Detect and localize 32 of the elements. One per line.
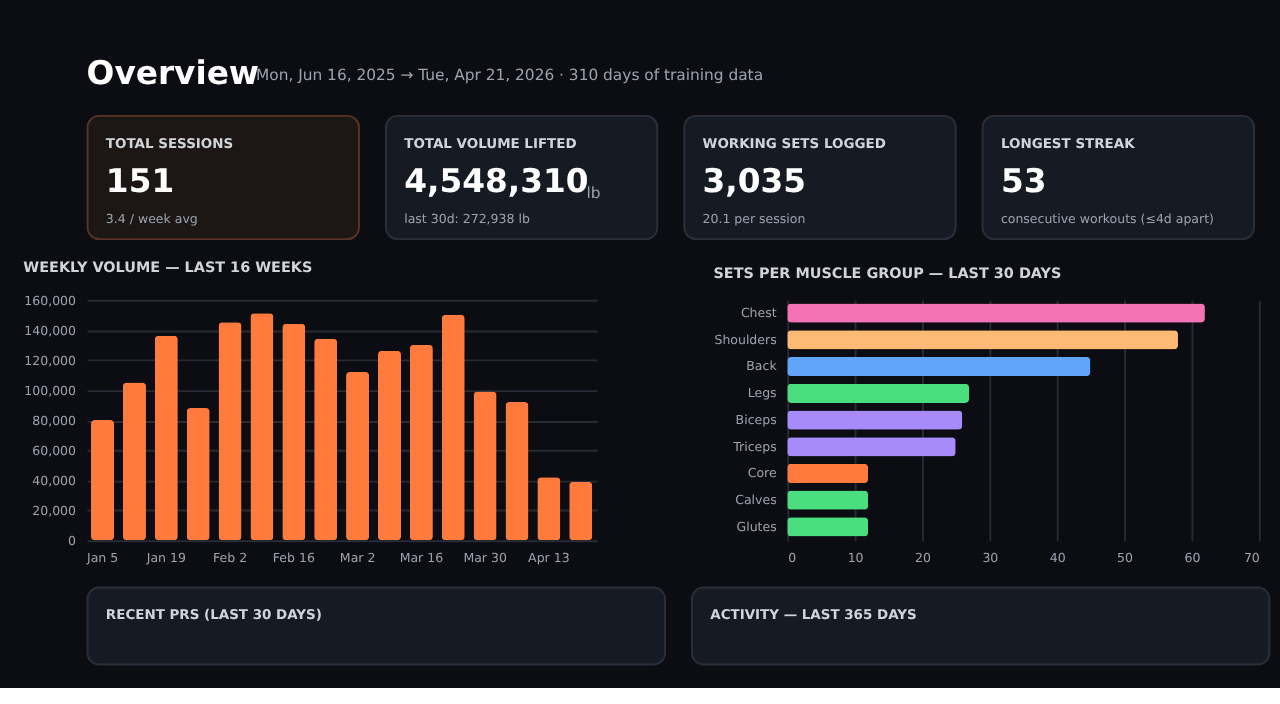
bar — [218, 322, 242, 541]
bar — [154, 335, 178, 541]
bar — [409, 344, 433, 541]
text: 53 — [1000, 161, 1047, 200]
bar — [250, 313, 274, 541]
text: Overview — [86, 54, 260, 93]
bar — [314, 338, 338, 541]
bar — [787, 437, 956, 457]
bar — [122, 382, 146, 541]
bar — [787, 463, 869, 484]
bar — [441, 314, 465, 541]
text: 151 — [105, 161, 175, 200]
bar — [787, 330, 1178, 350]
text: lb — [586, 183, 601, 202]
bar — [787, 383, 970, 403]
bar — [505, 401, 529, 541]
bar — [787, 490, 869, 510]
bar — [473, 391, 497, 541]
bar — [186, 408, 210, 541]
bar — [282, 323, 306, 541]
text: 4,548,310 — [404, 161, 589, 200]
bar — [537, 477, 561, 541]
bar — [569, 481, 593, 541]
bar — [787, 356, 1091, 377]
bar — [787, 303, 1205, 323]
bar — [787, 517, 869, 537]
bar — [91, 420, 115, 541]
bar — [377, 350, 402, 541]
text: Mon, Jun 16, 2025 → Tue, Apr 21, 2026 · 310 days of training data — [256, 66, 764, 85]
bar — [346, 371, 370, 541]
bar — [787, 410, 963, 430]
text: 3,035 — [702, 161, 807, 200]
